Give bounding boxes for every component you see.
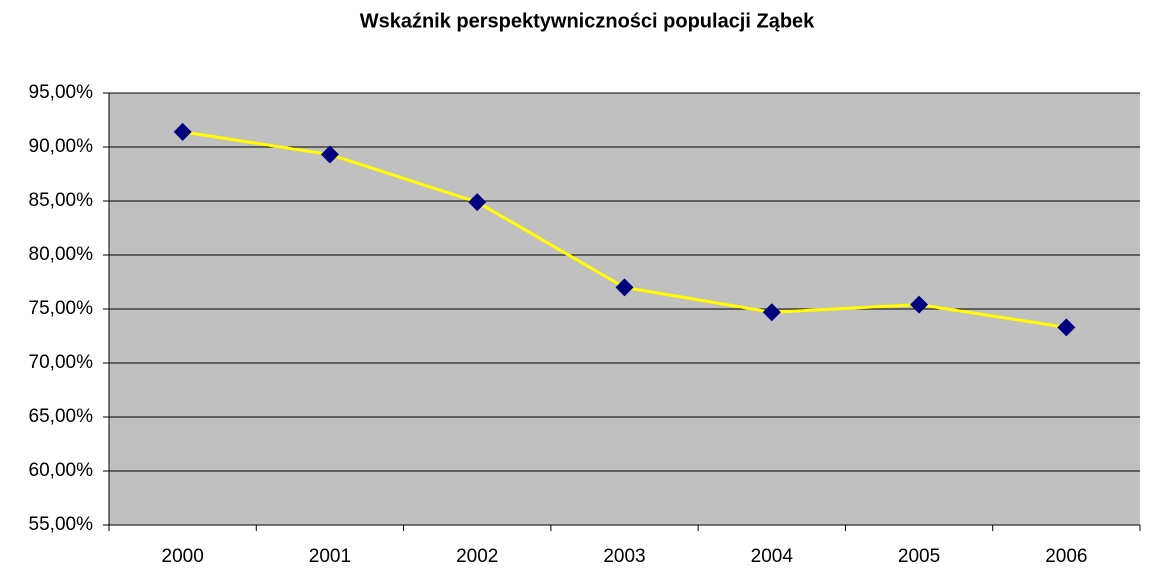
data-point (910, 295, 929, 314)
y-tick-label: 85,00% (29, 190, 94, 211)
data-point (468, 193, 487, 212)
y-tick-label: 80,00% (29, 244, 94, 265)
data-point (762, 303, 781, 322)
x-tick-label: 2005 (898, 546, 940, 567)
x-tick-label: 2000 (162, 546, 204, 567)
data-point (320, 145, 339, 164)
y-tick-label: 55,00% (29, 514, 94, 535)
data-point (173, 122, 192, 141)
chart-title: Wskaźnik perspektywniczności populacji Z… (360, 10, 815, 32)
y-tick-label: 60,00% (29, 460, 94, 481)
data-point (615, 278, 634, 297)
x-tick-label: 2002 (456, 546, 498, 567)
x-tick-label: 2003 (603, 546, 645, 567)
x-tick-label: 2006 (1045, 546, 1087, 567)
y-tick-label: 75,00% (29, 298, 94, 319)
data-point (1057, 318, 1076, 337)
x-tick-label: 2004 (751, 546, 794, 567)
y-tick-label: 65,00% (29, 406, 94, 427)
y-tick-label: 90,00% (29, 136, 94, 157)
y-tick-label: 70,00% (29, 352, 94, 373)
y-tick-label: 95,00% (29, 82, 94, 103)
x-tick-label: 2001 (309, 546, 351, 567)
